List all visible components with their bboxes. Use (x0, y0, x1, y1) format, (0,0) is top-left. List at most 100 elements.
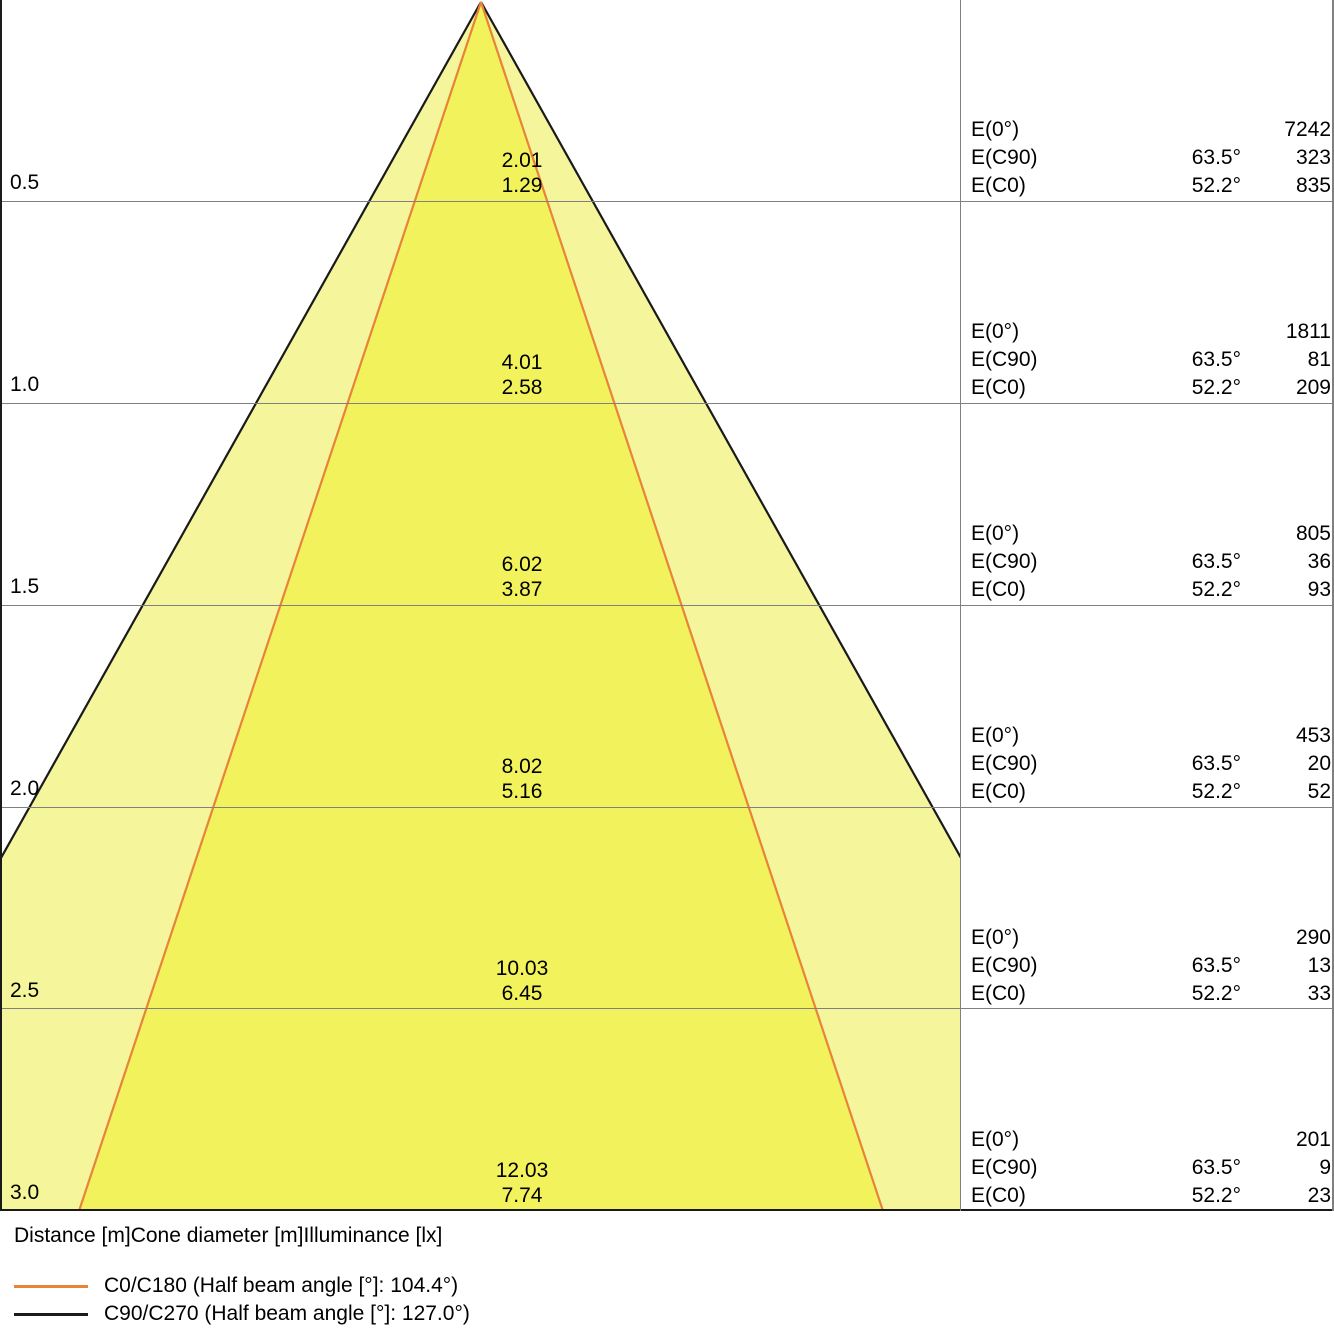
measurement-value: 23 (1307, 1184, 1331, 1207)
legend-item-c90: C90/C270 (Half beam angle [°]: 127.0°) (14, 1300, 470, 1328)
light-cone-svg (0, 1, 960, 1211)
measurement-angle: 63.5° (1191, 550, 1241, 573)
measurement-value: 290 (1295, 926, 1331, 949)
measurement-angle: 63.5° (1191, 348, 1241, 371)
measurement-line: E(C0) 52.2° 835 (961, 172, 1332, 200)
measurement-line: E(C90) 63.5° 36 (961, 548, 1332, 576)
table-left-divider (960, 0, 961, 1211)
measurement-line: E(C0) 52.2° 209 (961, 374, 1332, 402)
measurement-angle: 63.5° (1191, 752, 1241, 775)
measurement-value: 805 (1295, 522, 1331, 545)
distance-label-4: 2.5 (10, 979, 40, 1002)
measurement-angle: 63.5° (1191, 954, 1241, 977)
c0-beam-edge-left (77, 1, 483, 1211)
legend-label-c90: C90/C270 (Half beam angle [°]: 127.0°) (104, 1302, 470, 1325)
axis-caption-cone-diameter: Cone diameter [m] (130, 1224, 304, 1247)
measurement-value: 209 (1295, 376, 1331, 399)
measurement-value: 13 (1307, 954, 1331, 977)
measurement-value: 323 (1295, 146, 1331, 169)
measurement-angle: 52.2° (1191, 982, 1241, 1005)
measurement-value: 20 (1307, 752, 1331, 775)
measurement-key: E(C90) (971, 752, 1038, 775)
legend-line-c0-icon (14, 1284, 88, 1288)
cone-diameter-2: 6.02 (501, 553, 543, 576)
illuminance-1: 2.58 (501, 376, 543, 399)
legend-line-c90-icon (14, 1312, 88, 1316)
measurement-key: E(0°) (971, 522, 1020, 545)
c0-beam-edge-right (479, 1, 885, 1211)
measurement-line: E(C0) 52.2° 93 (961, 576, 1332, 604)
cone-values-1: 4.01 2.58 (462, 350, 582, 400)
measurement-line: E(C90) 63.5° 9 (961, 1154, 1332, 1182)
measurement-line: E(0°) 1811 (961, 318, 1332, 346)
measurement-value: 453 (1295, 724, 1331, 747)
distance-label-3: 2.0 (10, 777, 40, 800)
cone-values-0: 2.01 1.29 (462, 148, 582, 198)
measurement-key: E(C0) (971, 1184, 1026, 1207)
measurement-value: 81 (1307, 348, 1331, 371)
cone-diameter-3: 8.02 (501, 755, 543, 778)
axis-caption: Distance [m]Cone diameter [m]Illuminance… (14, 1224, 442, 1248)
measurement-line: E(C90) 63.5° 13 (961, 952, 1332, 980)
measurement-key: E(C0) (971, 376, 1026, 399)
measurement-block-0: E(0°) 7242 E(C90) 63.5° 323 E(C0) 52.2° … (961, 116, 1332, 200)
measurement-block-1: E(0°) 1811 E(C90) 63.5° 81 E(C0) 52.2° 2… (961, 318, 1332, 402)
illuminance-0: 1.29 (501, 174, 543, 197)
measurement-block-5: E(0°) 201 E(C90) 63.5° 9 E(C0) 52.2° 23 (961, 1126, 1332, 1210)
measurement-key: E(0°) (971, 118, 1020, 141)
measurement-key: E(C90) (971, 550, 1038, 573)
illuminance-4: 6.45 (501, 982, 543, 1005)
measurement-key: E(C0) (971, 174, 1026, 197)
measurement-key: E(C0) (971, 982, 1026, 1005)
cone-values-3: 8.02 5.16 (462, 754, 582, 804)
cone-diameter-1: 4.01 (501, 351, 543, 374)
measurement-key: E(C90) (971, 1156, 1038, 1179)
measurement-value: 93 (1307, 578, 1331, 601)
measurement-line: E(C0) 52.2° 52 (961, 778, 1332, 806)
measurement-value: 201 (1295, 1128, 1331, 1151)
legend-item-c0: C0/C180 (Half beam angle [°]: 104.4°) (14, 1272, 470, 1300)
measurement-angle: 52.2° (1191, 376, 1241, 399)
measurement-angle: 52.2° (1191, 780, 1241, 803)
axis-caption-distance: Distance [m] (14, 1224, 131, 1247)
measurement-line: E(0°) 7242 (961, 116, 1332, 144)
measurement-line: E(0°) 453 (961, 722, 1332, 750)
measurement-line: E(C0) 52.2° 23 (961, 1182, 1332, 1210)
measurement-line: E(0°) 805 (961, 520, 1332, 548)
measurement-value: 33 (1307, 982, 1331, 1005)
measurement-key: E(0°) (971, 926, 1020, 949)
measurement-line: E(0°) 290 (961, 924, 1332, 952)
c90-beam-edge-left (0, 1, 482, 862)
axis-caption-illuminance: Illuminance [lx] (303, 1224, 443, 1247)
measurement-value: 1811 (1285, 320, 1331, 343)
cone-values-2: 6.02 3.87 (462, 552, 582, 602)
distance-label-5: 3.0 (10, 1181, 40, 1204)
measurement-angle: 52.2° (1191, 174, 1241, 197)
measurement-key: E(C90) (971, 146, 1038, 169)
legend-label-c0: C0/C180 (Half beam angle [°]: 104.4°) (104, 1274, 459, 1297)
measurement-value: 36 (1307, 550, 1331, 573)
measurement-block-2: E(0°) 805 E(C90) 63.5° 36 E(C0) 52.2° 93 (961, 520, 1332, 604)
distance-label-2: 1.5 (10, 575, 40, 598)
illuminance-3: 5.16 (501, 780, 543, 803)
measurement-angle: 63.5° (1191, 1156, 1241, 1179)
measurement-key: E(C0) (971, 578, 1026, 601)
illuminance-2: 3.87 (501, 578, 543, 601)
cone-values-4: 10.03 6.45 (462, 956, 582, 1006)
cone-values-5: 12.03 7.74 (462, 1158, 582, 1208)
measurement-block-3: E(0°) 453 E(C90) 63.5° 20 E(C0) 52.2° 52 (961, 722, 1332, 806)
cone-diameter-5: 12.03 (495, 1159, 549, 1182)
measurement-line: E(C0) 52.2° 33 (961, 980, 1332, 1008)
legend: C0/C180 (Half beam angle [°]: 104.4°) C9… (14, 1272, 470, 1328)
cone-diameter-0: 2.01 (501, 149, 543, 172)
measurement-angle: 52.2° (1191, 578, 1241, 601)
measurement-angle: 63.5° (1191, 146, 1241, 169)
table-right-border (1332, 0, 1334, 1211)
cone-graphic-area (0, 1, 960, 1211)
measurement-key: E(0°) (971, 320, 1020, 343)
diagram-left-border (0, 0, 2, 1211)
measurement-value: 52 (1307, 780, 1331, 803)
measurement-block-4: E(0°) 290 E(C90) 63.5° 13 E(C0) 52.2° 33 (961, 924, 1332, 1008)
illuminance-5: 7.74 (501, 1184, 543, 1207)
measurement-key: E(0°) (971, 1128, 1020, 1151)
